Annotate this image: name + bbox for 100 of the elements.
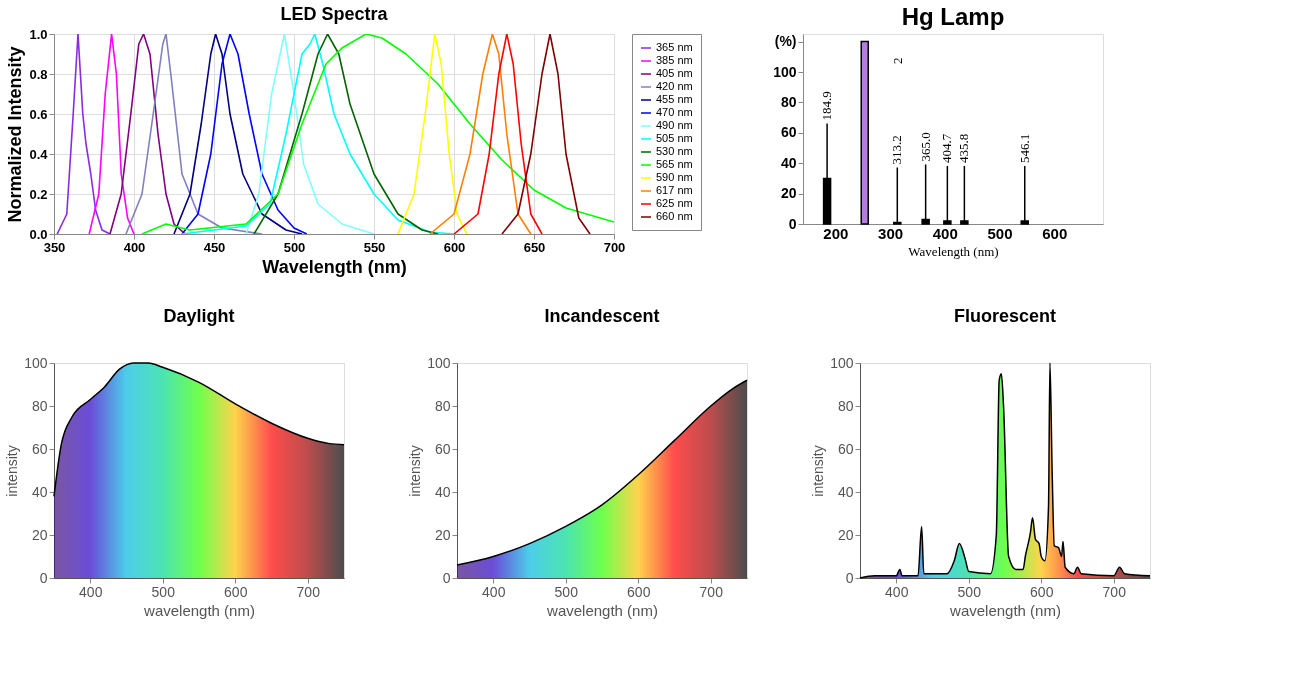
y-axis-title: intensity	[810, 445, 827, 497]
line-series	[88, 34, 135, 234]
annotation: 404.7	[939, 133, 955, 163]
y-tick-label: 40	[31, 483, 48, 500]
x-tick-label: 600	[224, 583, 248, 600]
annotation: 365.0	[917, 132, 933, 162]
y-tick-label: 20	[434, 526, 451, 543]
legend-label: 470 nm	[656, 106, 693, 118]
y-tick-label: 60	[434, 440, 451, 457]
y-axis-title: intensity	[4, 445, 21, 497]
x-tick-label: 400	[482, 583, 506, 600]
x-tick-label: 350	[43, 239, 66, 255]
x-tick-label: 700	[296, 583, 321, 600]
y-tick-label: 20	[31, 526, 48, 543]
y-tick-label: 1.0	[29, 26, 48, 42]
y-tick-label: 60	[780, 124, 797, 141]
y-axis-title: Normalized Intensity	[5, 46, 26, 223]
line-series	[253, 34, 439, 234]
line-series	[125, 34, 263, 234]
x-tick-label: 700	[1102, 583, 1127, 600]
legend-label: 490 nm	[656, 119, 693, 131]
legend-label: 617 nm	[656, 184, 693, 196]
legend-label: 505 nm	[656, 132, 693, 144]
legend-label: 625 nm	[656, 197, 693, 209]
y-tick-label: 80	[837, 397, 854, 414]
legend-label: 385 nm	[656, 54, 693, 66]
y-tick-label: 20	[780, 185, 797, 202]
x-axis-title: Wavelength (nm)	[262, 256, 407, 277]
x-tick-label: 500	[283, 239, 306, 255]
legend-label: 405 nm	[656, 67, 693, 79]
y-tick-label: 0.6	[29, 106, 48, 122]
chart-title: LED Spectra	[280, 4, 389, 24]
line-series	[141, 34, 614, 234]
x-tick-label: 400	[885, 583, 909, 600]
annotation: 546.1	[1016, 133, 1032, 163]
legend-label: 565 nm	[656, 158, 693, 170]
line-series	[181, 34, 455, 234]
x-tick-label: 500	[554, 583, 579, 600]
line-series	[429, 34, 532, 234]
legend-label: 660 nm	[656, 210, 693, 222]
legend-label: 365 nm	[656, 41, 693, 53]
x-tick-label: 700	[699, 583, 724, 600]
x-tick-label: 500	[151, 583, 176, 600]
y-tick-label: 0.2	[29, 186, 48, 202]
y-tick-label: 0.8	[29, 66, 48, 82]
chart-title: Fluorescent	[953, 306, 1057, 326]
x-tick-label: 450	[203, 239, 226, 255]
y-tick-label: 60	[837, 440, 854, 457]
y-tick-label: 40	[837, 483, 854, 500]
line-series	[109, 34, 186, 234]
y-tick-label: 100	[427, 354, 451, 371]
y-tick-label: (%)	[774, 33, 797, 50]
y-tick-label: 0	[442, 569, 451, 586]
y-tick-label: 40	[434, 483, 451, 500]
y-tick-label: 20	[837, 526, 854, 543]
y-tick-label: 0	[845, 569, 854, 586]
y-tick-label: 0.0	[29, 226, 48, 242]
x-tick-label: 200	[823, 224, 849, 242]
x-tick-label: 400	[932, 224, 958, 242]
x-tick-label: 600	[627, 583, 651, 600]
x-tick-label: 550	[363, 239, 386, 255]
line-series	[501, 34, 591, 234]
chart-title: Hg Lamp	[901, 3, 1005, 30]
x-axis-title: wavelength (nm)	[949, 601, 1061, 619]
y-tick-label: 100	[24, 354, 48, 371]
x-tick-label: 300	[878, 224, 904, 242]
x-axis-title: wavelength (nm)	[546, 601, 658, 619]
y-tick-label: 60	[31, 440, 48, 457]
annotation: 2	[890, 57, 905, 64]
annotation: 435.8	[956, 133, 972, 163]
annotation: 184.9	[819, 91, 835, 121]
bar	[860, 40, 869, 225]
y-tick-label: 0.4	[29, 146, 49, 162]
y-tick-label: 80	[31, 397, 48, 414]
line-series	[453, 34, 543, 234]
legend-label: 420 nm	[656, 80, 693, 92]
x-tick-label: 500	[957, 583, 982, 600]
y-tick-label: 0	[788, 215, 797, 232]
x-tick-label: 650	[523, 239, 546, 255]
line-series	[397, 34, 468, 234]
y-tick-label: 80	[780, 93, 797, 110]
y-tick-label: 80	[434, 397, 451, 414]
y-tick-label: 100	[773, 63, 797, 80]
y-tick-label: 40	[780, 154, 797, 171]
x-tick-label: 600	[1030, 583, 1054, 600]
x-axis-title: Wavelength (nm)	[908, 243, 999, 259]
chart-title: Daylight	[163, 306, 235, 326]
x-tick-label: 700	[603, 239, 626, 255]
y-tick-label: 0	[39, 569, 48, 586]
legend-label: 455 nm	[656, 93, 693, 105]
legend-label: 590 nm	[656, 171, 693, 183]
y-tick-label: 100	[830, 354, 854, 371]
line-series	[245, 34, 375, 234]
legend-label: 530 nm	[656, 145, 693, 157]
x-tick-label: 600	[443, 239, 466, 255]
y-axis-title: intensity	[407, 445, 424, 497]
x-tick-label: 600	[1042, 224, 1068, 242]
chart-title: Incandescent	[544, 306, 660, 326]
x-tick-label: 500	[987, 224, 1013, 242]
x-axis-title: wavelength (nm)	[143, 601, 255, 619]
